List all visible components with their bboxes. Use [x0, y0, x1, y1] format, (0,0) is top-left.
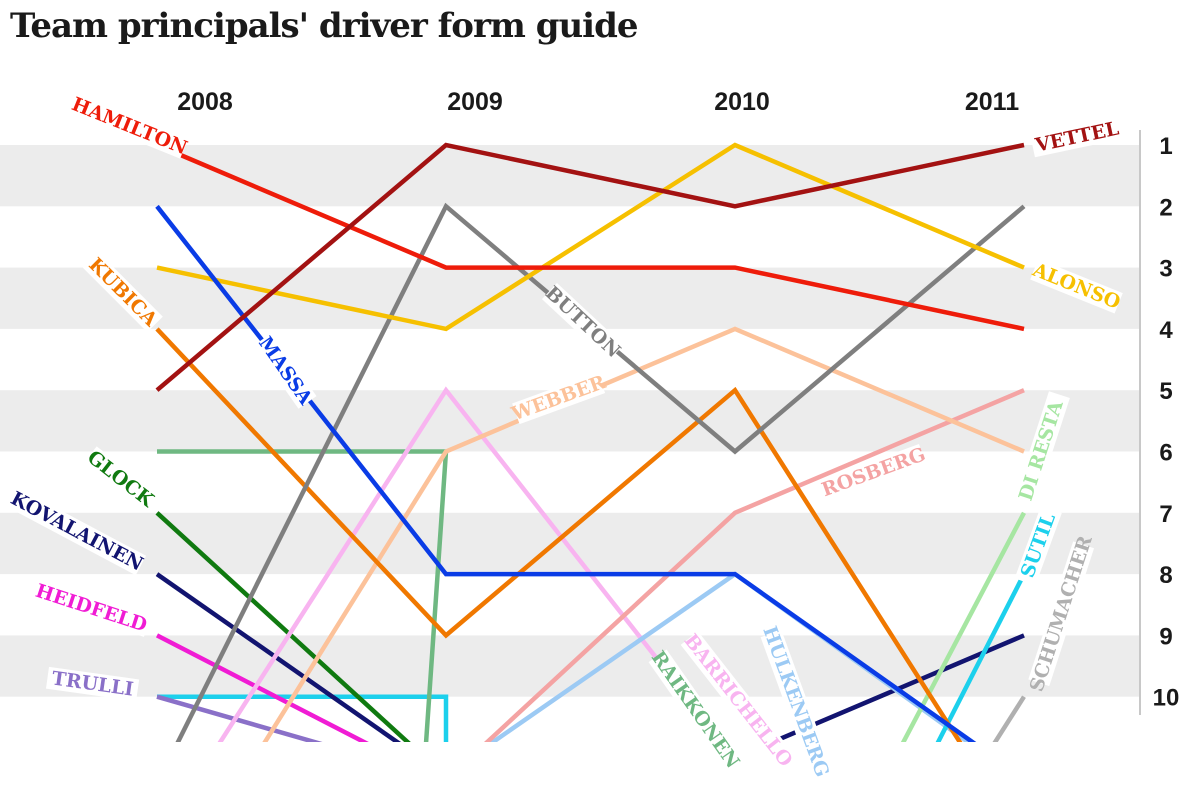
series-line [155, 142, 1025, 392]
series-line [155, 633, 369, 742]
x-tick-label: 2011 [965, 88, 1019, 116]
series-label-bg [648, 649, 742, 770]
series-line [155, 572, 402, 742]
series-line [935, 573, 1027, 742]
series-line [156, 142, 1025, 332]
y-tick-label: 9 [1159, 623, 1172, 650]
series-lines [155, 142, 1027, 742]
grid-band [0, 512, 1140, 575]
y-tick-label: 8 [1159, 562, 1172, 589]
y-tick-label: 7 [1159, 501, 1172, 528]
y-tick-label: 6 [1159, 440, 1172, 467]
series-label-bg [31, 579, 151, 637]
series-label-bg [512, 372, 606, 425]
x-tick-label: 2008 [177, 88, 233, 116]
series-label-bg [254, 332, 317, 409]
series-label-bg [82, 252, 163, 333]
series-label-bg [1030, 116, 1124, 158]
series-label-bg [760, 629, 831, 774]
series-label-bg [1028, 541, 1095, 687]
y-tick-label: 4 [1159, 317, 1173, 344]
series-line-segment [157, 694, 449, 742]
grid-band [0, 145, 1140, 207]
y-tick-label: 3 [1159, 256, 1172, 283]
series-line [156, 694, 323, 742]
y-tick-label: 5 [1159, 378, 1172, 405]
series-label-bg [541, 282, 624, 362]
series-label-bg [820, 444, 927, 501]
series-line [483, 388, 1025, 742]
series-label-bg [45, 666, 140, 702]
series-label: HEIDFELD [31, 579, 151, 637]
series-label: GLOCK [83, 446, 159, 512]
y-tick-label: 2 [1159, 194, 1172, 221]
series-label-bg [83, 446, 158, 512]
series-line-segment [766, 633, 1025, 742]
x-tick-label: 2010 [714, 88, 770, 116]
series-label-bg [7, 487, 147, 576]
series-label-text: HEIDFELD [33, 580, 150, 637]
x-tick-label: 2009 [447, 88, 503, 116]
series-label-bg [1030, 259, 1123, 314]
y-tick-label: 1 [1159, 133, 1172, 160]
series-line [992, 695, 1026, 742]
chart-title: Team principals' driver form guide [10, 6, 639, 46]
y-axis: 1 2 3 4 5 6 7 8 9 10 [1139, 130, 1180, 715]
series-label-bg [1012, 391, 1070, 511]
series-label-bg [680, 631, 796, 770]
series-line [156, 142, 1025, 332]
y-tick-label: 10 [1153, 685, 1180, 712]
series-label-text: GLOCK [83, 446, 159, 512]
series-line [155, 327, 963, 742]
series-label-bg [70, 93, 189, 159]
series-label-bg [1014, 505, 1062, 586]
x-axis: 2008 2009 2010 2011 [177, 88, 1019, 116]
series-line [217, 386, 726, 742]
series-line [900, 511, 1026, 742]
bottom-fade [0, 742, 1200, 800]
